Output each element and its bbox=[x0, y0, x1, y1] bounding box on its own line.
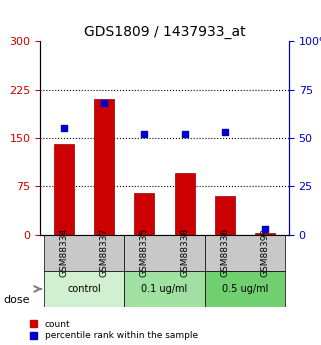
FancyBboxPatch shape bbox=[205, 235, 285, 271]
Point bbox=[262, 226, 267, 231]
Point bbox=[182, 131, 187, 137]
FancyBboxPatch shape bbox=[125, 235, 205, 271]
FancyBboxPatch shape bbox=[125, 271, 205, 307]
Bar bbox=[255, 233, 275, 235]
Point bbox=[62, 126, 67, 131]
Text: dose: dose bbox=[3, 295, 30, 305]
Text: GSM88336: GSM88336 bbox=[220, 228, 229, 277]
Bar bbox=[134, 193, 154, 235]
Text: control: control bbox=[67, 284, 101, 294]
Bar bbox=[94, 99, 114, 235]
FancyBboxPatch shape bbox=[205, 271, 285, 307]
Bar bbox=[54, 145, 74, 235]
Point bbox=[102, 100, 107, 106]
Text: 0.5 ug/ml: 0.5 ug/ml bbox=[221, 284, 268, 294]
Bar bbox=[215, 196, 235, 235]
Legend: count, percentile rank within the sample: count, percentile rank within the sample bbox=[30, 320, 198, 341]
Point bbox=[142, 131, 147, 137]
Title: GDS1809 / 1437933_at: GDS1809 / 1437933_at bbox=[84, 25, 245, 39]
Text: GSM88338: GSM88338 bbox=[180, 228, 189, 277]
Text: GSM88337: GSM88337 bbox=[100, 228, 109, 277]
Point bbox=[222, 129, 227, 135]
Text: GSM88399: GSM88399 bbox=[260, 228, 269, 277]
FancyBboxPatch shape bbox=[44, 271, 125, 307]
FancyBboxPatch shape bbox=[44, 235, 125, 271]
Bar bbox=[175, 174, 195, 235]
Text: GSM88334: GSM88334 bbox=[60, 228, 69, 277]
Text: 0.1 ug/ml: 0.1 ug/ml bbox=[141, 284, 188, 294]
Text: GSM88335: GSM88335 bbox=[140, 228, 149, 277]
